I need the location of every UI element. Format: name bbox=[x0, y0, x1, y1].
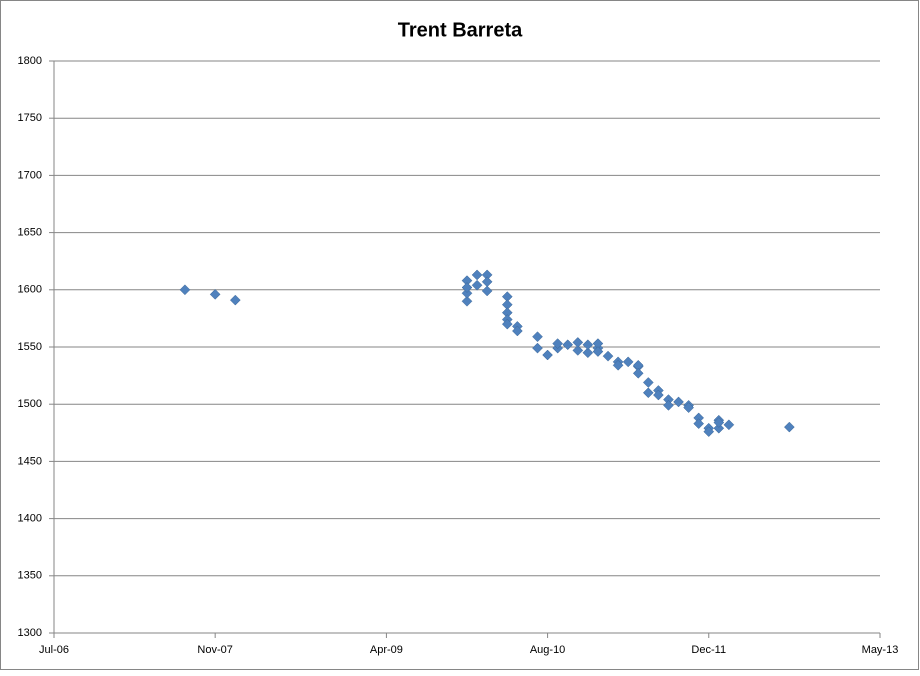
data-point bbox=[481, 285, 493, 297]
data-point bbox=[653, 389, 664, 401]
y-tick-label: 1700 bbox=[18, 169, 42, 181]
x-tick-label: Dec-11 bbox=[691, 644, 726, 656]
data-point bbox=[663, 399, 674, 411]
data-point bbox=[179, 284, 191, 296]
chart-title: Trent Barreta bbox=[398, 19, 523, 41]
x-tick-label: Apr-09 bbox=[370, 644, 403, 656]
data-point bbox=[713, 417, 725, 428]
data-point bbox=[532, 331, 543, 343]
data-point bbox=[229, 294, 241, 306]
x-tick-label: Nov-07 bbox=[197, 644, 232, 656]
data-point bbox=[683, 402, 694, 413]
data-point bbox=[693, 418, 705, 430]
data-point bbox=[713, 422, 725, 434]
data-point bbox=[582, 347, 594, 359]
data-point bbox=[622, 356, 634, 368]
data-point bbox=[512, 325, 523, 337]
data-point bbox=[471, 279, 483, 291]
data-point bbox=[461, 295, 473, 307]
y-tick-label: 1650 bbox=[18, 227, 42, 239]
y-tick-label: 1300 bbox=[18, 627, 42, 639]
data-point bbox=[723, 419, 735, 431]
data-point bbox=[703, 426, 715, 438]
data-point bbox=[501, 318, 513, 330]
data-point bbox=[471, 269, 483, 281]
data-point bbox=[461, 287, 473, 299]
data-point bbox=[783, 421, 795, 433]
y-tick-label: 1350 bbox=[18, 570, 42, 582]
data-point bbox=[582, 339, 594, 351]
data-point bbox=[673, 396, 684, 408]
data-point bbox=[612, 359, 624, 371]
data-point bbox=[552, 338, 564, 349]
data-point bbox=[572, 337, 584, 348]
data-point bbox=[592, 346, 604, 357]
data-point bbox=[572, 345, 584, 356]
x-tick-label: Jul-06 bbox=[39, 644, 69, 656]
y-tick-label: 1500 bbox=[18, 398, 42, 410]
data-point bbox=[642, 387, 654, 399]
data-point bbox=[209, 289, 221, 300]
data-point bbox=[602, 350, 614, 362]
y-tick-label: 1800 bbox=[18, 55, 42, 67]
data-point bbox=[532, 342, 543, 354]
y-tick-label: 1600 bbox=[18, 284, 42, 296]
y-tick-label: 1450 bbox=[18, 455, 42, 467]
x-tick-label: May-13 bbox=[862, 644, 899, 656]
y-tick-label: 1550 bbox=[18, 341, 42, 353]
data-point bbox=[461, 282, 473, 293]
data-point bbox=[542, 349, 553, 361]
y-tick-label: 1400 bbox=[18, 513, 42, 525]
data-point bbox=[562, 339, 574, 351]
data-point bbox=[632, 367, 644, 379]
y-tick-label: 1750 bbox=[18, 112, 42, 124]
x-tick-label: Aug-10 bbox=[530, 644, 565, 656]
